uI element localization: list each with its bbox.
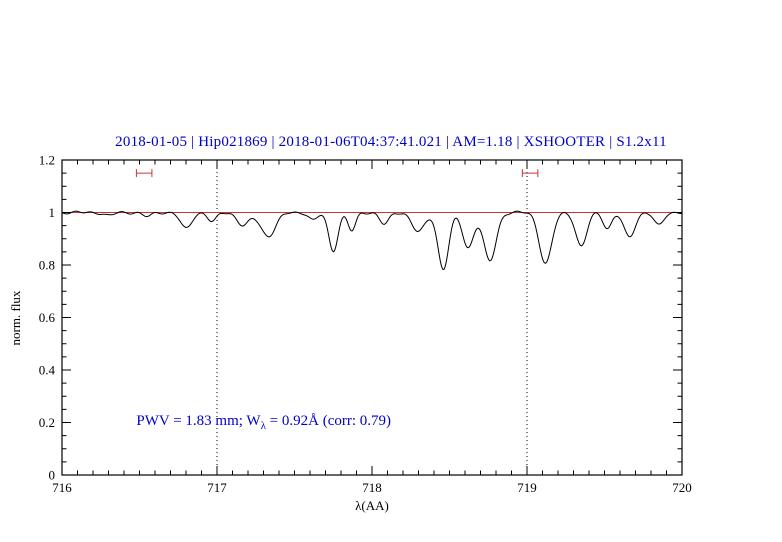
x-axis-label: λ(AA)	[355, 498, 389, 513]
pwv-annotation-text-2: = 0.92Å (corr: 0.79)	[265, 412, 392, 429]
y-axis-label: norm. flux	[8, 290, 23, 346]
pwv-annotation-subscript: λ	[260, 419, 266, 432]
x-tick-label: 720	[672, 480, 692, 495]
y-tick-label: 0	[49, 468, 56, 483]
y-tick-label: 1.2	[39, 153, 55, 168]
x-tick-label: 718	[362, 480, 382, 495]
plot-title: 2018-01-05 | Hip021869 | 2018-01-06T04:3…	[115, 134, 667, 150]
y-tick-label: 0.4	[39, 363, 56, 378]
pwv-annotation: PWV = 1.83 mm; Wλ = 0.92Å (corr: 0.79)	[136, 413, 391, 432]
x-tick-label: 719	[517, 480, 537, 495]
pwv-annotation-text: PWV = 1.83 mm; W	[136, 412, 261, 429]
y-tick-label: 1	[49, 205, 56, 220]
x-tick-label: 717	[207, 480, 227, 495]
x-tick-label: 716	[52, 480, 72, 495]
y-tick-label: 0.6	[39, 310, 56, 325]
spectrum-line	[61, 210, 683, 270]
y-tick-label: 0.8	[39, 258, 55, 273]
y-tick-label: 0.2	[39, 415, 55, 430]
